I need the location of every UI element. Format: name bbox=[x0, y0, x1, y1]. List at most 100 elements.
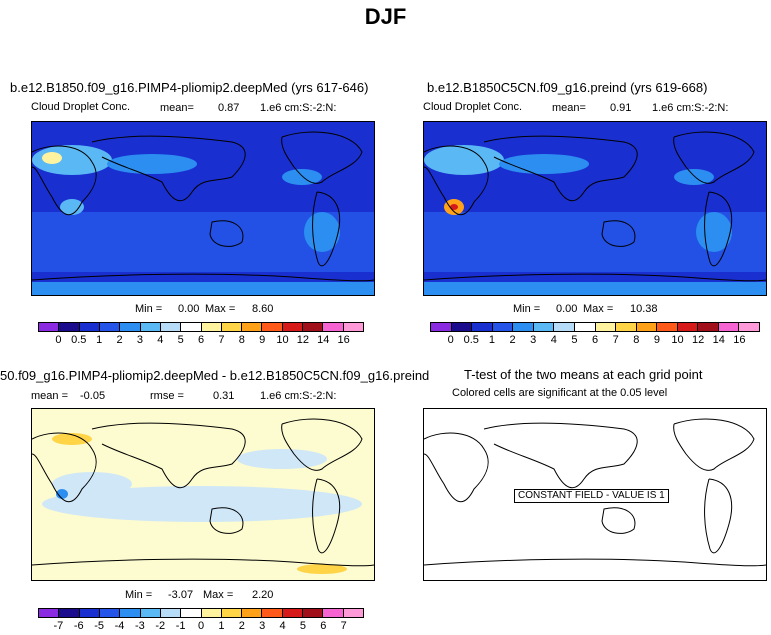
colorbar-tick-label: 4 bbox=[550, 334, 557, 346]
panel-3-coastlines bbox=[32, 418, 374, 567]
panel-3-min-label: Min = bbox=[125, 589, 153, 601]
panel-3-yellow-south bbox=[297, 564, 347, 574]
colorbar-tick-label: -1 bbox=[175, 620, 186, 632]
colorbar-swatch bbox=[201, 323, 222, 331]
colorbar-swatch bbox=[120, 323, 141, 331]
panel-2-map-svg bbox=[424, 122, 766, 295]
panel-3-min: -3.07 bbox=[168, 589, 194, 601]
panel-3-units: 1.e6 cm:S:-2:N: bbox=[260, 390, 337, 402]
colorbar-swatch bbox=[636, 323, 658, 331]
panel-3-max-label: Max = bbox=[203, 589, 234, 601]
colorbar-swatch bbox=[343, 323, 363, 331]
colorbar-swatch bbox=[282, 609, 304, 617]
colorbar-tick-label: 0.5 bbox=[463, 334, 479, 346]
panel-3-map-svg bbox=[32, 409, 374, 580]
colorbar-tick-label: 16 bbox=[733, 334, 746, 346]
panel-3-title: 50.f09_g16.PIMP4-pliomip2.deepMed - b.e1… bbox=[0, 368, 430, 383]
panel-2-min-label: Min = bbox=[513, 303, 541, 315]
panel-1-title: b.e12.B1850.f09_g16.PIMP4-pliomip2.deepM… bbox=[10, 80, 369, 95]
colorbar-tick-label: 2 bbox=[116, 334, 123, 346]
colorbar-swatch bbox=[59, 609, 80, 617]
colorbar-tick-label: 4 bbox=[157, 334, 164, 346]
colorbar-tick-label: 4 bbox=[279, 620, 286, 632]
colorbar-swatch bbox=[120, 609, 141, 617]
colorbar-tick-label: 0 bbox=[447, 334, 454, 346]
colorbar-swatch bbox=[303, 323, 324, 331]
colorbar-tick-label: 1 bbox=[488, 334, 495, 346]
colorbar-tick-label: -5 bbox=[94, 620, 105, 632]
panel-2-max-label: Max = bbox=[583, 303, 614, 315]
colorbar-swatch bbox=[160, 609, 182, 617]
panel-2-title: b.e12.B1850C5CN.f09_g16.preind (yrs 619-… bbox=[427, 80, 708, 95]
colorbar-swatch bbox=[59, 323, 80, 331]
colorbar-tick-label: 1 bbox=[96, 334, 103, 346]
panel-2-max: 10.38 bbox=[630, 303, 658, 315]
panel-2-asia-plume bbox=[499, 154, 589, 174]
colorbar-swatch bbox=[657, 323, 678, 331]
colorbar-swatch bbox=[739, 323, 759, 331]
colorbar-tick-label: 10 bbox=[671, 334, 684, 346]
colorbar-tick-label: 7 bbox=[340, 620, 347, 632]
colorbar-tick-label: -4 bbox=[114, 620, 125, 632]
colorbar-swatch bbox=[160, 323, 182, 331]
colorbar-swatch bbox=[698, 323, 719, 331]
panel-3-rmse-label: rmse = bbox=[150, 390, 184, 402]
colorbar-swatch bbox=[574, 323, 596, 331]
panel-2-atlantic-plume bbox=[674, 169, 714, 185]
panel-1-antarctic bbox=[32, 282, 374, 295]
colorbar-swatch bbox=[140, 323, 161, 331]
colorbar-tick-label: 9 bbox=[259, 334, 266, 346]
colorbar-tick-label: 7 bbox=[612, 334, 619, 346]
panel-2-africa-plume bbox=[424, 145, 504, 175]
colorbar-tick-label: 10 bbox=[276, 334, 289, 346]
panel-3-blue-africa bbox=[52, 472, 132, 496]
colorbar-tick-label: 6 bbox=[320, 620, 327, 632]
colorbar-tick-label: 3 bbox=[530, 334, 537, 346]
panel-3-max: 2.20 bbox=[252, 589, 274, 601]
panel-1-hot-spot bbox=[42, 152, 62, 164]
colorbar-tick-label: 6 bbox=[197, 334, 205, 346]
panel-3-blue-north bbox=[237, 449, 327, 469]
panel-2-colorbar bbox=[430, 322, 760, 332]
colorbar-swatch bbox=[282, 323, 304, 331]
panel-2-coastlines bbox=[424, 131, 766, 282]
panel-3-mean: -0.05 bbox=[80, 390, 106, 402]
colorbar-tick-label: 3 bbox=[259, 620, 266, 632]
colorbar-swatch bbox=[718, 323, 740, 331]
panel-1-s-america bbox=[304, 212, 340, 252]
panel-1-min: 0.00 bbox=[178, 303, 200, 315]
colorbar-swatch bbox=[513, 323, 534, 331]
colorbar-swatch bbox=[201, 609, 222, 617]
colorbar-tick-label: 7 bbox=[218, 334, 225, 346]
colorbar-swatch bbox=[140, 609, 161, 617]
panel-3-blue-spot bbox=[56, 489, 68, 499]
panel-1-max: 8.60 bbox=[252, 303, 274, 315]
colorbar-tick-label: 12 bbox=[692, 334, 705, 346]
colorbar-tick-label: 6 bbox=[591, 334, 599, 346]
panel-2-mean: 0.91 bbox=[610, 102, 632, 114]
colorbar-tick-label: 5 bbox=[571, 334, 578, 346]
panel-2-map bbox=[423, 121, 767, 296]
colorbar-swatch bbox=[451, 323, 473, 331]
panel-4-map: CONSTANT FIELD - VALUE IS 1 bbox=[423, 408, 767, 581]
colorbar-swatch bbox=[181, 609, 202, 617]
colorbar-swatch bbox=[221, 609, 243, 617]
panel-2-units: 1.e6 cm:S:-2:N: bbox=[652, 102, 729, 114]
colorbar-swatch bbox=[533, 323, 555, 331]
panel-2-field: Cloud Droplet Conc. bbox=[423, 101, 523, 113]
colorbar-swatch bbox=[262, 323, 283, 331]
colorbar-swatch bbox=[99, 609, 121, 617]
panel-2-antarctic bbox=[424, 282, 766, 295]
panel-3-colorbar bbox=[38, 608, 364, 618]
colorbar-swatch bbox=[492, 323, 514, 331]
colorbar-swatch bbox=[323, 609, 344, 617]
colorbar-swatch bbox=[181, 323, 202, 331]
panel-1-band bbox=[32, 212, 374, 272]
panel-1-colorbar bbox=[38, 322, 364, 332]
colorbar-swatch bbox=[262, 609, 283, 617]
colorbar-swatch bbox=[79, 323, 100, 331]
panel-4-subtitle: Colored cells are significant at the 0.0… bbox=[452, 387, 668, 399]
colorbar-tick-label: 8 bbox=[238, 334, 245, 346]
colorbar-swatch bbox=[554, 323, 575, 331]
colorbar-tick-label: 0.5 bbox=[71, 334, 87, 346]
